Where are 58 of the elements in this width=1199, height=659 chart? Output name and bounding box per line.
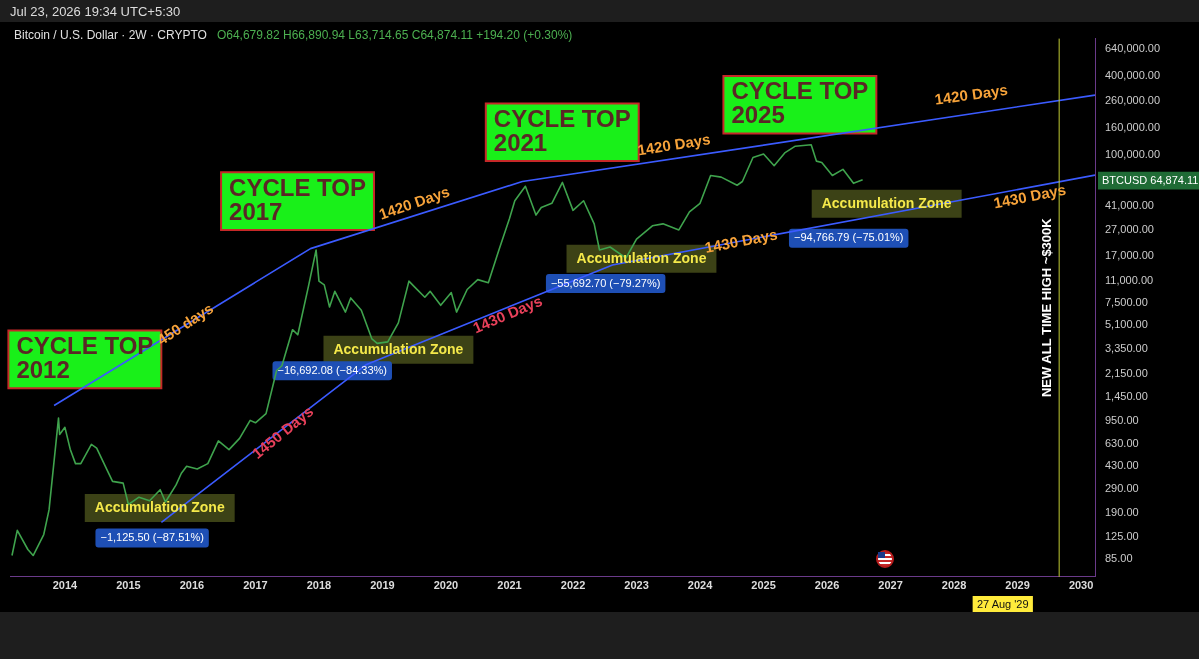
annotation: 1420 Days — [376, 182, 452, 223]
y-tick-label: 41,000.00 — [1105, 199, 1154, 212]
annotation: −55,692.70 (−79.27%) — [550, 276, 661, 289]
y-tick-label: 190.00 — [1105, 505, 1139, 518]
x-tick-label: 2024 — [687, 579, 714, 592]
x-tick-label: 2027 — [878, 579, 903, 592]
x-tick-label: 2029 — [1005, 579, 1030, 592]
y-tick-label: 260,000.00 — [1105, 93, 1161, 106]
annotation: 1420 Days — [636, 130, 712, 159]
text: BTCUSD 64,874.11 — [1102, 173, 1199, 186]
x-tick-label: 2030 — [1068, 579, 1094, 592]
x-tick-label: 2023 — [624, 579, 649, 592]
x-tick-label: 2028 — [941, 579, 967, 592]
text: 27 Aug '29 — [976, 597, 1029, 610]
x-tick-label: 2019 — [370, 579, 395, 592]
annotation: CYCLE TOP 2025 — [731, 77, 869, 129]
y-tick-label: 17,000.00 — [1105, 249, 1154, 262]
annotation: −94,766.79 (−75.01%) — [793, 231, 904, 244]
y-tick-label: 640,000.00 — [1105, 42, 1161, 55]
y-tick-label: 27,000.00 — [1105, 222, 1154, 235]
y-tick-label: 630.00 — [1105, 437, 1139, 450]
x-tick-label: 2016 — [179, 579, 205, 592]
annotation: CYCLE TOP 2012 — [16, 331, 154, 383]
x-tick-label: 2026 — [814, 579, 840, 592]
x-tick-label: 2022 — [560, 579, 586, 592]
x-tick-label: 2020 — [433, 579, 459, 592]
x-tick-label: 2015 — [116, 579, 141, 592]
y-tick-label: 85.00 — [1105, 551, 1133, 564]
annotation: CYCLE TOP 2017 — [229, 173, 366, 225]
y-tick-label: 3,350.00 — [1105, 342, 1148, 355]
annotation: 450 days — [153, 299, 217, 349]
y-tick-label: 950.00 — [1105, 414, 1139, 427]
y-tick-label: 290.00 — [1105, 481, 1139, 494]
annotation: 1430 Days — [992, 180, 1068, 212]
x-tick-label: 2017 — [243, 579, 268, 592]
annotation: 1420 Days — [933, 80, 1009, 108]
annotation: −16,692.08 (−84.33%) — [277, 363, 387, 376]
y-tick-label: 430.00 — [1105, 459, 1139, 472]
x-tick-label: 2014 — [52, 579, 79, 592]
y-tick-label: 400,000.00 — [1105, 69, 1161, 82]
annotation: −1,125.50 (−87.51%) — [100, 531, 204, 544]
y-tick-label: 1,450.00 — [1105, 389, 1148, 402]
chart-subtitle: O64,679.82 H66,890.94 L63,714.65 C64,874.11 +194.20 (+0.30%) — [216, 28, 573, 43]
y-tick-label: 2,150.00 — [1105, 367, 1148, 380]
y-tick-label: 160,000.00 — [1105, 121, 1161, 134]
x-tick-label: 2021 — [497, 579, 522, 592]
x-tick-label: 2018 — [306, 579, 332, 592]
y-tick-label: 5,100.00 — [1105, 318, 1148, 331]
y-tick-label: 125.00 — [1105, 529, 1139, 542]
text: Jul 23, 2026 19:34 UTC+5:30 — [10, 4, 181, 21]
chart-title: Bitcoin / U.S. Dollar · 2W · CRYPTO — [14, 28, 207, 43]
y-tick-label: 100,000.00 — [1105, 148, 1161, 161]
y-tick-label: 7,500.00 — [1105, 296, 1148, 309]
x-tick-label: 2025 — [751, 579, 776, 592]
ref-line-label: NEW ALL TIME HIGH ~$300K — [1038, 217, 1054, 398]
annotation: 1430 Days — [470, 291, 545, 337]
annotation: CYCLE TOP 2021 — [493, 104, 631, 156]
y-tick-label: 11,000.00 — [1105, 274, 1154, 287]
